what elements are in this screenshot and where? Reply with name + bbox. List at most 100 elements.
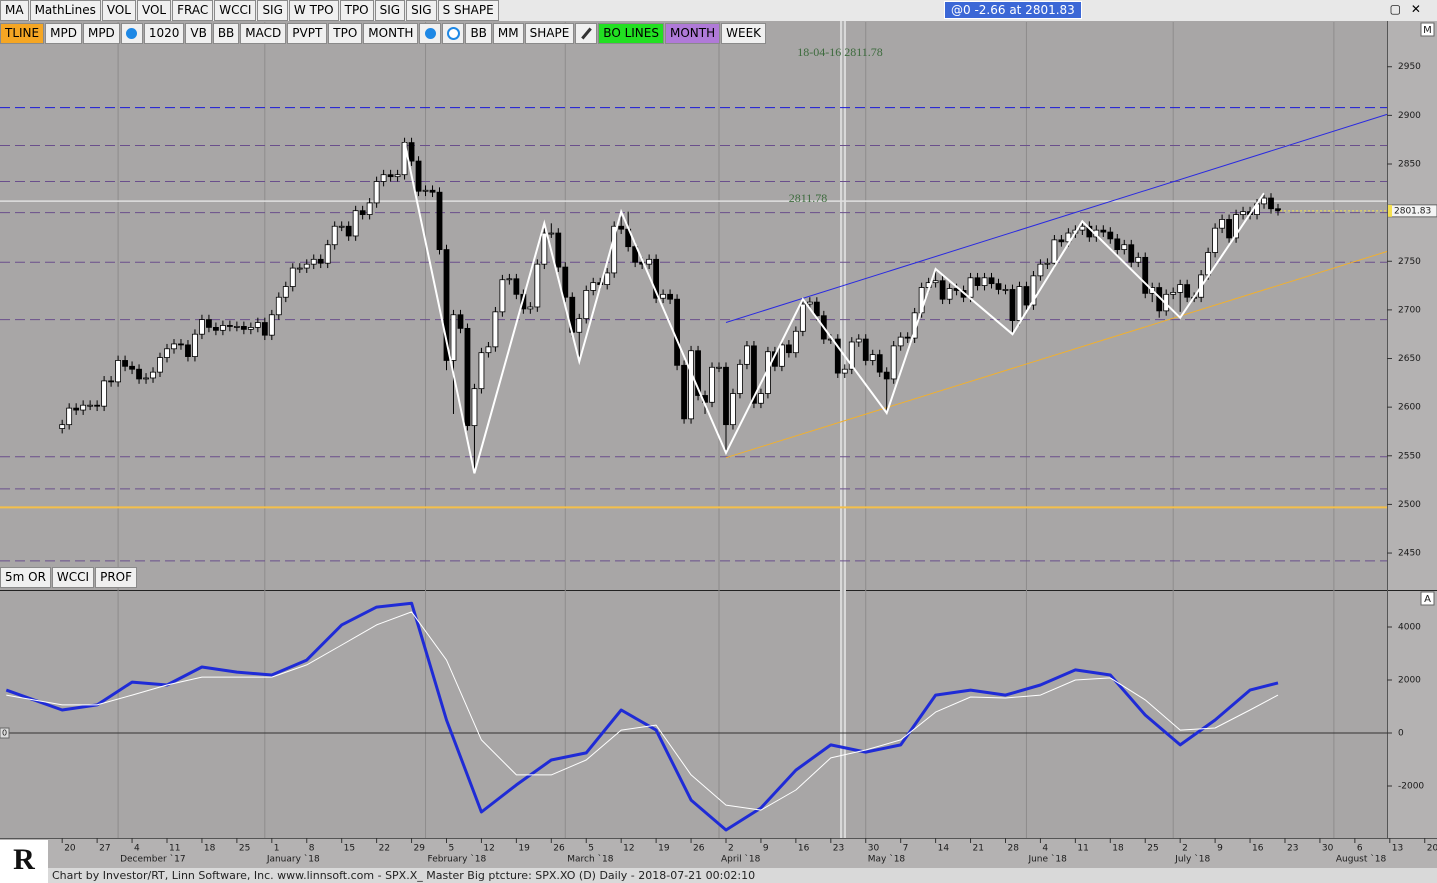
candle-body [813,301,820,317]
candle-body [1212,227,1219,253]
toolbar-button[interactable]: SIG [257,0,288,21]
candle-body [1240,211,1246,215]
candle-body [988,277,995,285]
toolbar-button[interactable]: MONTH [363,23,419,44]
y-tick-label: 0 [1398,729,1404,739]
candle-body [1100,229,1107,233]
quote: @0 -2.66 at 2801.83 [944,1,1082,19]
candle-body [869,354,876,361]
candle-body [359,210,366,215]
candle-body [1275,208,1281,212]
candle-body [240,326,247,330]
zigzag [403,142,1265,474]
x-tick-label: 14 [938,844,950,854]
candle-body [744,345,750,365]
toolbar-button[interactable]: WCCI [214,0,257,21]
candle-body [723,366,729,426]
toolbar-button[interactable]: 5m OR [0,567,51,588]
toolbar-button[interactable]: VOL [101,0,136,21]
toolbar-button[interactable]: MM [492,23,524,44]
icon-button[interactable] [575,23,598,44]
toolbar-button[interactable]: WCCI [51,567,95,588]
y-tick-label: -2000 [1398,782,1424,792]
candle-body [995,283,1002,290]
toolbar-button[interactable]: MACD [240,23,287,44]
candle-body [848,341,855,370]
toolbar-button[interactable]: PVPT [287,23,328,44]
toolbar-button[interactable]: BO LINES [598,23,664,44]
toolbar-button[interactable]: W TPO [288,0,339,21]
candle-body [101,380,108,407]
candle-body [485,346,492,354]
candle-body [108,380,114,383]
zero-label: 0 [2,729,7,738]
candle-body [695,350,701,396]
candle-body [457,314,464,329]
candle-body [716,366,722,369]
oscillator-line [6,611,1279,811]
x-tick-label: 1 [274,844,280,854]
candle-body [1121,244,1128,250]
candle-body [660,293,667,299]
toolbar-button[interactable]: VB [185,23,212,44]
window-controls[interactable]: ▢✕ [1389,2,1431,16]
candle-body [758,393,764,404]
annotation: 2811.78 [789,191,828,205]
pane-label: M [1423,25,1432,36]
candle-body [59,424,66,429]
toolbar-button[interactable]: 1020 [143,23,185,44]
x-tick-label: 25 [239,844,250,854]
toolbar-button[interactable]: SHAPE [524,23,575,44]
toolbar-button[interactable]: TLINE [0,23,45,44]
toolbar-button[interactable]: MathLines [29,0,101,21]
candle-body [94,404,101,407]
candle-body [897,336,904,347]
candle-body [157,357,163,373]
x-tick-label: 9 [763,844,769,854]
candle-body [1177,284,1184,293]
x-tick-label: 15 [344,844,355,854]
candle-body [226,325,233,327]
x-tick-label: 12 [483,844,494,854]
toolbar-button[interactable]: MA [0,0,29,21]
candle-body [792,330,799,354]
right-axis [1387,21,1437,838]
month-label: February `18 [428,854,487,865]
x-tick-label: 8 [309,844,315,854]
footer: Chart by Investor/RT, Linn Software, Inc… [48,868,1437,883]
toolbar-button[interactable]: BB [465,23,492,44]
candle-body [492,311,499,348]
candle-body [213,326,219,331]
toolbar-button[interactable]: FRAC [172,0,214,21]
toolbar-button[interactable]: SIG [374,0,406,21]
candle-body [143,377,149,380]
candle-body [1205,252,1212,276]
y-tick-label: 2900 [1398,111,1421,121]
icon-button[interactable] [120,23,143,44]
candle-body [136,368,142,380]
x-tick-label: 7 [903,844,909,854]
candle-body [506,278,513,281]
x-tick-label: 25 [1147,844,1158,854]
candle-body [171,343,177,350]
toolbar-button[interactable]: SIG [406,0,437,21]
y-tick-label: 2750 [1398,257,1421,267]
candle-body [499,279,506,313]
toolbar-button[interactable]: WEEK [721,23,767,44]
toolbar-button[interactable]: VOL [136,0,172,21]
toolbar-button[interactable]: TPO [328,23,363,44]
toolbar-button[interactable]: S SHAPE [437,0,499,21]
toolbar-button[interactable]: MPD [45,23,82,44]
x-tick-label: 30 [1322,844,1334,854]
icon-button[interactable] [419,23,442,44]
toolbar-button[interactable]: MONTH [664,23,721,44]
candle-body [247,326,254,330]
toolbar-button[interactable]: BB [212,23,240,44]
price-tag-label: 2801.83 [1394,206,1431,216]
toolbar-button[interactable]: TPO [339,0,374,21]
icon-button[interactable] [442,23,465,44]
y-tick-label: 2650 [1398,354,1421,364]
toolbar-button[interactable]: MPD [82,23,120,44]
toolbar-button[interactable]: PROF [95,567,138,588]
candle-body [799,303,806,332]
